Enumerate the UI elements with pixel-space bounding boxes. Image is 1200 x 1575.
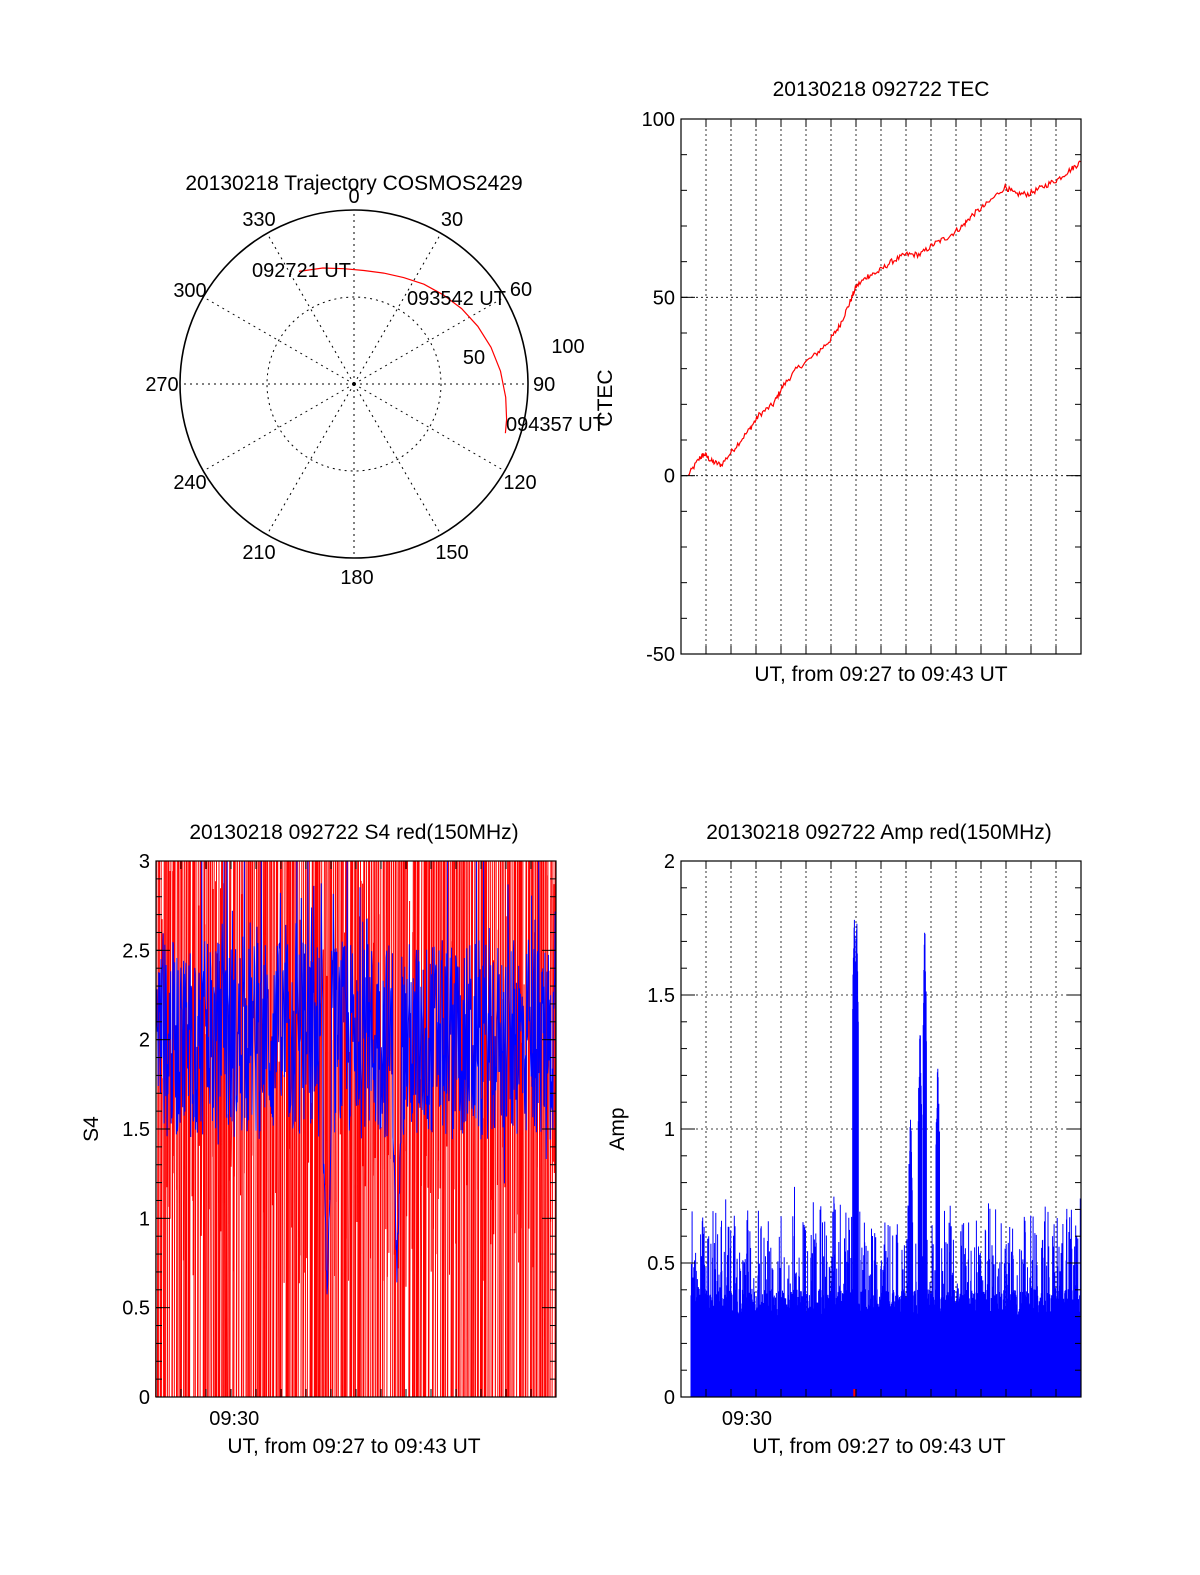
s4-ylabel: S4 <box>80 1116 103 1142</box>
azimuth-label: 150 <box>435 542 468 564</box>
polar-spoke <box>266 233 355 385</box>
amp-fill <box>691 1317 1081 1397</box>
s4-red-series <box>155 860 557 1398</box>
radial-label: 50 <box>463 347 485 369</box>
azimuth-label: 330 <box>242 209 275 231</box>
azimuth-label: 270 <box>145 374 178 396</box>
polar-labels: 0 30 60 90 120 150 180 210 240 270 300 330 50 100 0927… <box>145 186 605 589</box>
azimuth-label: 120 <box>503 472 536 494</box>
polar-spoke <box>266 383 355 535</box>
radial-label: 100 <box>551 336 584 358</box>
y-tick-label: 2 <box>664 851 675 873</box>
y-tick-label: 0 <box>664 466 675 488</box>
amp-panel: 20130218 092722 Amp red(150MHz) 0 0.5 1 1.5… <box>606 821 1082 1458</box>
polar-inner-ring <box>266 296 442 472</box>
tec-axes: -50 0 50 100 <box>642 109 1082 666</box>
tec-grid <box>681 119 1081 654</box>
tec-title: 20130218 092722 TEC <box>773 78 990 101</box>
azimuth-label: 300 <box>173 280 206 302</box>
s4-series <box>155 860 557 1398</box>
y-tick-label: 50 <box>653 287 675 309</box>
amp-axes: 0 0.5 1 1.5 2 09:30 <box>647 851 1082 1430</box>
polar-spoke <box>353 233 442 385</box>
y-tick-label: 100 <box>642 109 675 131</box>
y-tick-label: 0 <box>664 1387 675 1409</box>
y-tick-label: 1 <box>664 1119 675 1141</box>
polar-grid <box>179 209 529 559</box>
y-tick-label: -50 <box>646 644 675 666</box>
amp-title: 20130218 092722 Amp red(150MHz) <box>706 821 1052 844</box>
s4-title: 20130218 092722 S4 red(150MHz) <box>189 821 518 844</box>
s4-xlabel: UT, from 09:27 to 09:43 UT <box>227 1435 480 1458</box>
y-tick-label: 0 <box>139 1387 150 1409</box>
y-tick-label: 1 <box>139 1208 150 1230</box>
polar-outer-ring <box>179 209 529 559</box>
polar-spoke <box>353 383 442 535</box>
trajectory-title: 20130218 Trajectory COSMOS2429 <box>185 172 522 195</box>
s4-axes: 0 0.5 1 1.5 2 2.5 3 09:30 <box>122 851 557 1430</box>
tec-xlabel: UT, from 09:27 to 09:43 UT <box>754 663 1007 686</box>
tec-panel: 20130218 092722 TEC -50 0 50 100 CTEC UT, f… <box>594 78 1082 686</box>
azimuth-label: 240 <box>173 472 206 494</box>
y-tick-label: 1.5 <box>122 1119 150 1141</box>
tec-line <box>687 160 1082 477</box>
trajectory-annotation: 093542 UT <box>407 288 506 310</box>
trajectory-panel: 20130218 Trajectory COSMOS2429 0 30 60 90 12… <box>145 172 605 589</box>
amp-xlabel: UT, from 09:27 to 09:43 UT <box>752 1435 1005 1458</box>
azimuth-label: 210 <box>242 542 275 564</box>
trajectory-annotation: 094357 UT <box>506 414 605 436</box>
y-tick-label: 3 <box>139 851 150 873</box>
y-tick-label: 0.5 <box>647 1253 675 1275</box>
azimuth-label: 0 <box>348 186 359 208</box>
y-tick-label: 2 <box>139 1030 150 1052</box>
x-tick-label: 09:30 <box>722 1408 772 1430</box>
azimuth-label: 90 <box>533 374 555 396</box>
tec-series <box>687 160 1082 477</box>
trajectory-line <box>299 267 508 434</box>
tec-ylabel: CTEC <box>594 369 617 426</box>
azimuth-label: 60 <box>510 279 532 301</box>
y-tick-label: 0.5 <box>122 1298 150 1320</box>
y-tick-label: 2.5 <box>122 940 150 962</box>
azimuth-label: 180 <box>340 567 373 589</box>
y-tick-label: 1.5 <box>647 985 675 1007</box>
trajectory-track <box>299 267 508 434</box>
polar-spoke <box>203 296 355 385</box>
s4-panel: 20130218 092722 S4 red(150MHz) 0 0.5 1 1.5 2… <box>80 821 557 1458</box>
azimuth-label: 30 <box>441 209 463 231</box>
x-tick-label: 09:30 <box>209 1408 259 1430</box>
amp-ylabel: Amp <box>606 1107 629 1150</box>
trajectory-annotation: 092721 UT <box>252 260 351 282</box>
polar-spoke <box>353 296 505 385</box>
amp-series <box>690 919 1082 1397</box>
polar-spoke <box>353 383 505 472</box>
polar-spoke <box>203 383 355 472</box>
s4-blue-series <box>155 860 557 1295</box>
